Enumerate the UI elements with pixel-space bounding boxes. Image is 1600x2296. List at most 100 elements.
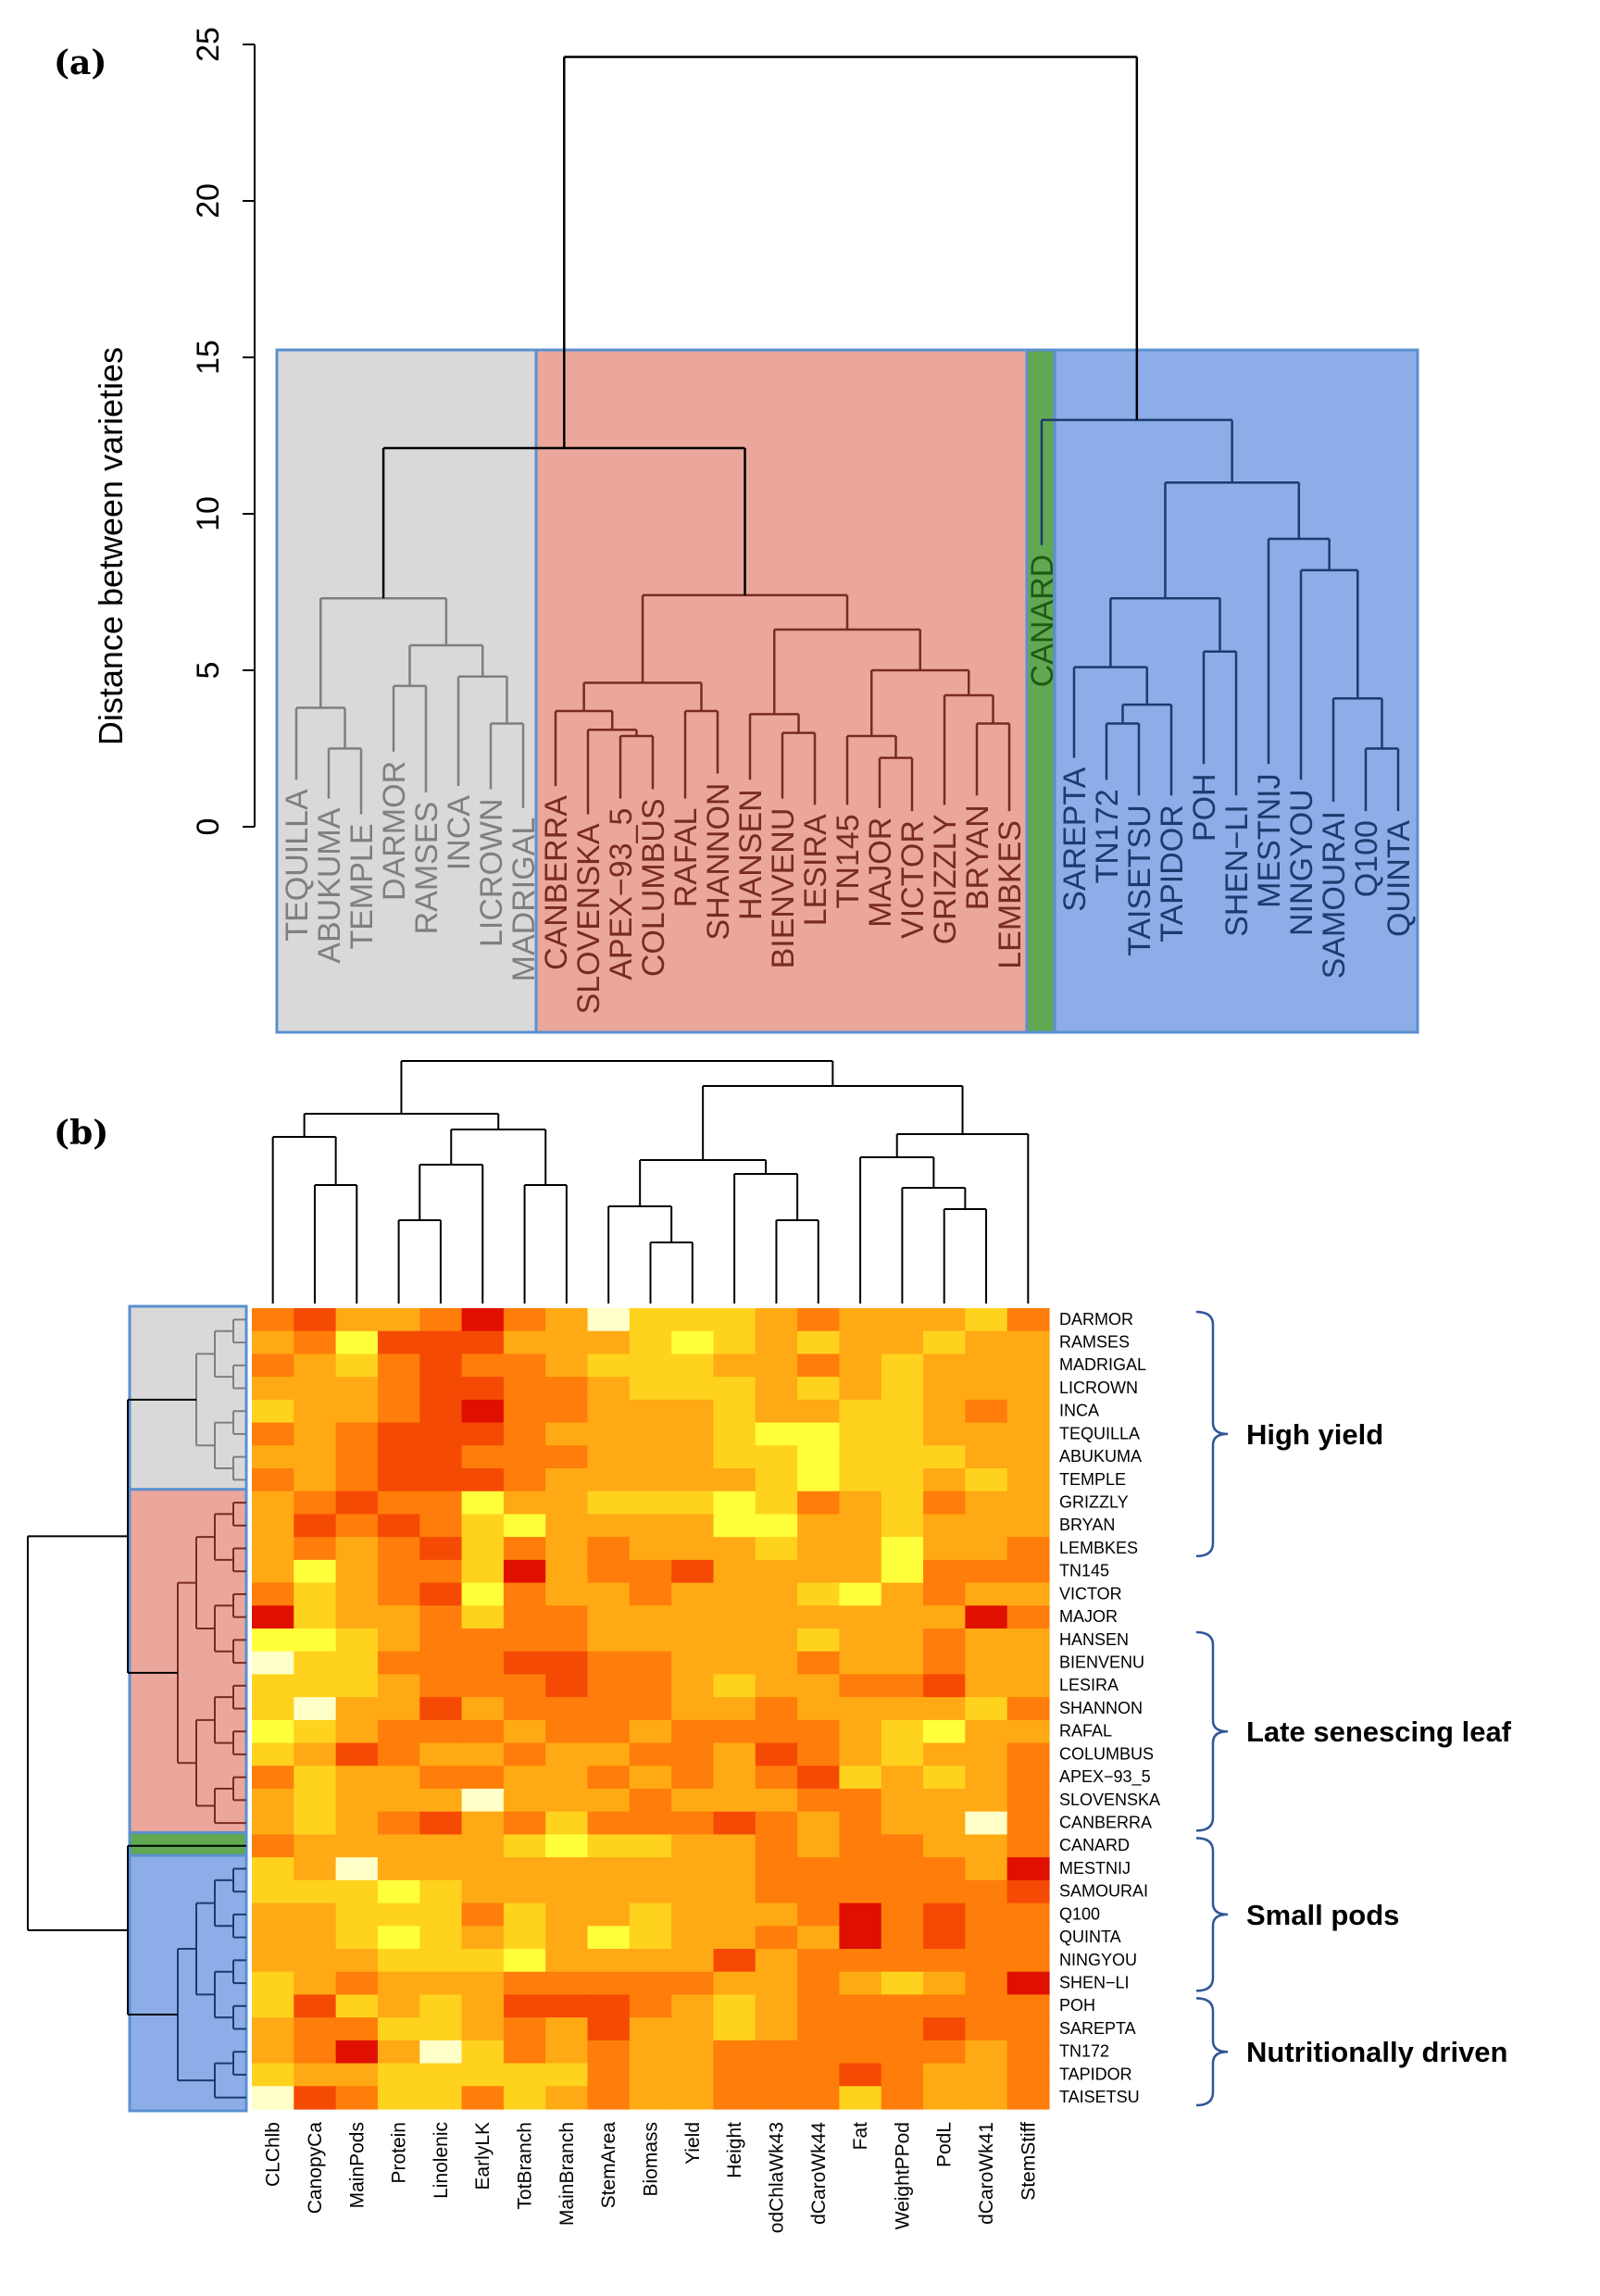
heatmap-cell — [503, 1903, 546, 1927]
cluster-boxes — [275, 348, 1419, 1034]
heatmap-cell — [252, 1719, 294, 1744]
heatmap-cell — [713, 1605, 756, 1629]
leaf-label: QUINTA — [1381, 820, 1417, 937]
heatmap-cell — [881, 1719, 924, 1744]
heatmap-cell — [503, 2063, 546, 2087]
heatmap-cell — [294, 1857, 337, 1881]
heatmap-cell — [797, 1537, 841, 1561]
heatmap-cell — [839, 1537, 882, 1561]
column-label: WeightPPod — [892, 2122, 913, 2229]
heatmap-cell — [629, 1582, 672, 1606]
leaf-label: SAREPTA — [1057, 767, 1093, 912]
heatmap-cell — [839, 1949, 882, 1973]
heatmap-cell — [377, 2017, 420, 2041]
heatmap-cell — [335, 2063, 379, 2087]
heatmap-cell — [755, 1377, 798, 1401]
heatmap-cell — [461, 1422, 505, 1446]
heatmap-cell — [965, 2040, 1008, 2065]
heatmap-cell — [294, 1742, 337, 1766]
leaf-label: Q100 — [1349, 820, 1384, 897]
panel-b-heatmap: DARMOR RAMSES MADRIGAL LICROWN INCA TEQUILLA A… — [27, 1060, 1512, 2234]
heatmap-cell — [797, 1605, 841, 1629]
heatmap-cell — [1006, 1857, 1050, 1881]
heatmap-cell — [839, 2017, 882, 2041]
heatmap-cell — [545, 1559, 589, 1584]
heatmap-cell — [755, 1468, 798, 1492]
heatmap-cell — [713, 1330, 756, 1355]
heatmap-cell — [965, 1399, 1008, 1424]
heatmap-cell — [629, 1789, 672, 1813]
heatmap-cell — [629, 1674, 672, 1698]
heatmap-cell — [629, 1697, 672, 1721]
heatmap-cells — [252, 1308, 1050, 2110]
heatmap-cell — [1006, 1445, 1050, 1469]
heatmap-cell — [713, 1674, 756, 1698]
heatmap-cell — [294, 1422, 337, 1446]
heatmap-cell — [755, 1651, 798, 1676]
heatmap-cell — [335, 1330, 379, 1355]
heatmap-cell — [713, 1651, 756, 1676]
heatmap-cell — [1006, 1422, 1050, 1446]
heatmap-cell — [1006, 1674, 1050, 1698]
leaf-label: LICROWN — [474, 798, 509, 947]
row-label: NINGYOU — [1059, 1951, 1137, 1969]
heatmap-cell — [713, 1468, 756, 1492]
heatmap-cell — [671, 1605, 715, 1629]
heatmap-cell — [839, 1697, 882, 1721]
column-labels: CLChlb CanopyCa MainPods Protein Linolenic Ea… — [263, 2122, 1040, 2234]
heatmap-cell — [419, 2086, 463, 2110]
heatmap-cell — [881, 1697, 924, 1721]
heatmap-cell — [503, 1949, 546, 1973]
heatmap-cell — [713, 1879, 756, 1904]
leaf-label: MESTNIJ — [1252, 773, 1287, 907]
row-label: TAISETSU — [1059, 2088, 1140, 2106]
heatmap-cell — [881, 2017, 924, 2041]
heatmap-cell — [587, 1514, 631, 1538]
heatmap-cell — [587, 1742, 631, 1766]
heatmap-cell — [545, 2063, 589, 2087]
heatmap-cell — [335, 1537, 379, 1561]
heatmap-cell — [587, 1377, 631, 1401]
heatmap-cell — [839, 1559, 882, 1584]
heatmap-cell — [755, 1628, 798, 1653]
heatmap-cell — [461, 1949, 505, 1973]
heatmap-cell — [881, 1491, 924, 1516]
heatmap-cell — [965, 1330, 1008, 1355]
heatmap-cell — [503, 1879, 546, 1904]
heatmap-cell — [335, 1674, 379, 1698]
heatmap-cell — [797, 1354, 841, 1378]
heatmap-cell — [545, 1949, 589, 1973]
heatmap-cell — [419, 1330, 463, 1355]
heatmap-cell — [294, 2086, 337, 2110]
row-label: SHANNON — [1059, 1699, 1143, 1717]
row-group-boxes — [128, 1304, 248, 2113]
heatmap-cell — [713, 1582, 756, 1606]
column-label: TotBranch — [515, 2122, 536, 2210]
heatmap-cell — [839, 1994, 882, 2018]
heatmap-cell — [755, 1674, 798, 1698]
heatmap-cell — [545, 1582, 589, 1606]
heatmap-cell — [881, 1857, 924, 1881]
row-label: POH — [1059, 1996, 1095, 2015]
heatmap-cell — [545, 1742, 589, 1766]
heatmap-cell — [1006, 2086, 1050, 2110]
heatmap-cell — [755, 1811, 798, 1836]
heatmap-cell — [881, 1994, 924, 2018]
heatmap-cell — [419, 1399, 463, 1424]
heatmap-cell — [587, 2017, 631, 2041]
heatmap-cell — [503, 2040, 546, 2065]
heatmap-cell — [1006, 1742, 1050, 1766]
heatmap-cell — [1006, 1514, 1050, 1538]
heatmap-cell — [629, 1399, 672, 1424]
heatmap-cell — [545, 1330, 589, 1355]
column-label: dCaroWk41 — [976, 2122, 997, 2225]
heatmap-cell — [923, 1605, 966, 1629]
heatmap-cell — [881, 1742, 924, 1766]
heatmap-cell — [587, 1468, 631, 1492]
heatmap-cell — [461, 1445, 505, 1469]
heatmap-cell — [797, 1789, 841, 1813]
heatmap-cell — [252, 2063, 294, 2087]
heatmap-cell — [923, 1903, 966, 1927]
heatmap-cell — [881, 1468, 924, 1492]
heatmap-cell — [965, 1674, 1008, 1698]
